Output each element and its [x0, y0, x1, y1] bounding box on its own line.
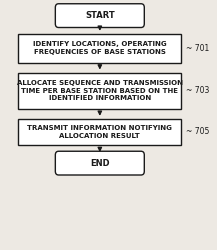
FancyBboxPatch shape — [55, 4, 144, 28]
FancyBboxPatch shape — [18, 72, 181, 109]
Text: IDENTIFY LOCATIONS, OPERATING
FREQUENCIES OF BASE STATIONS: IDENTIFY LOCATIONS, OPERATING FREQUENCIE… — [33, 41, 167, 55]
Text: ~ 703: ~ 703 — [186, 86, 209, 95]
Text: ~ 705: ~ 705 — [186, 128, 209, 136]
Text: START: START — [85, 11, 115, 20]
Text: END: END — [90, 159, 110, 168]
FancyBboxPatch shape — [18, 34, 181, 62]
FancyBboxPatch shape — [18, 119, 181, 145]
Text: TRANSMIT INFORMATION NOTIFYING
ALLOCATION RESULT: TRANSMIT INFORMATION NOTIFYING ALLOCATIO… — [27, 125, 172, 138]
Text: ~ 701: ~ 701 — [186, 44, 209, 53]
Text: ALLOCATE SEQUENCE AND TRANSMISSION
TIME PER BASE STATION BASED ON THE
IDENTIFIED: ALLOCATE SEQUENCE AND TRANSMISSION TIME … — [17, 80, 183, 101]
FancyBboxPatch shape — [55, 151, 144, 175]
